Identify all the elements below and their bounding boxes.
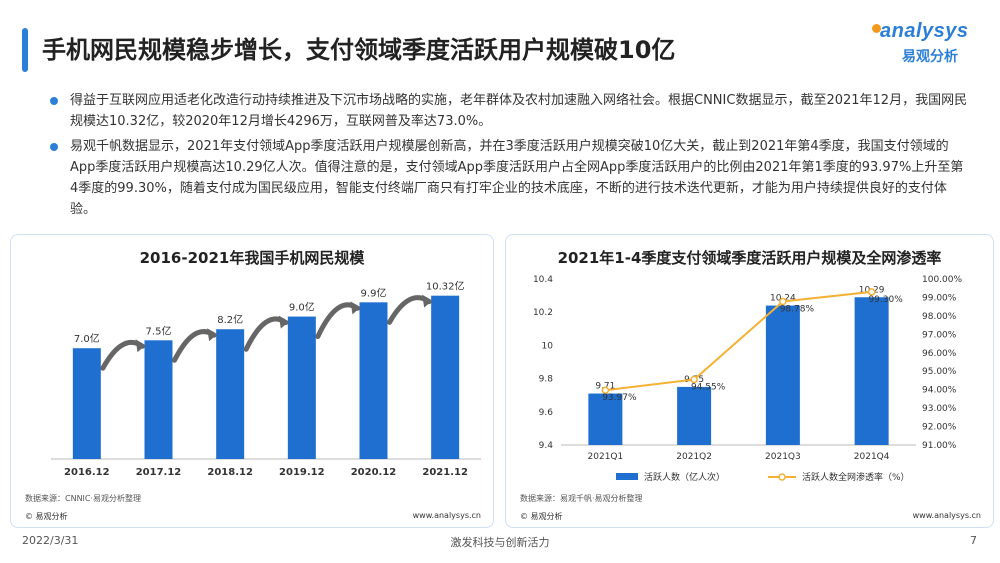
y-right-tick-label: 98.00%	[922, 312, 957, 322]
bar	[359, 302, 388, 459]
growth-arrow	[172, 329, 217, 363]
copyright-text: © 易观分析	[25, 512, 68, 521]
y-right-tick-label: 100.00%	[922, 275, 962, 285]
chart-title: 2016-2021年我国手机网民规模	[139, 249, 365, 267]
logo-dot-icon	[872, 24, 881, 33]
y-left-tick-label: 9.6	[539, 408, 554, 418]
growth-arrow-head	[278, 315, 289, 329]
data-label: 7.0亿	[74, 332, 100, 345]
bullet-item: 得益于互联网应用适老化改造行动持续推进及下沉市场战略的实施，老年群体及农村加速融…	[50, 90, 970, 132]
x-tick-label: 2021.12	[422, 467, 468, 478]
line-data-label: 93.97%	[602, 393, 637, 403]
y-left-tick-label: 10	[542, 341, 554, 351]
x-tick-label: 2018.12	[207, 467, 253, 478]
chart-title: 2021年1-4季度支付领域季度活跃用户规模及全网渗透率	[557, 249, 942, 267]
bar	[287, 316, 316, 459]
x-tick-label: 2019.12	[279, 467, 325, 478]
y-right-tick-label: 97.00%	[922, 330, 957, 340]
bar	[144, 340, 173, 459]
y-left-tick-label: 9.8	[539, 375, 554, 385]
y-left-tick-label: 9.4	[539, 441, 554, 451]
line-point	[690, 375, 698, 384]
x-tick-label: 2021Q1	[588, 452, 624, 462]
line-data-label: 99.30%	[868, 295, 903, 305]
x-tick-label: 2021Q4	[854, 452, 890, 462]
legend-bar-label: 活跃人数（亿人次）	[644, 471, 725, 483]
y-right-tick-label: 94.00%	[922, 386, 957, 396]
bar	[677, 386, 712, 445]
growth-arrow-head	[350, 301, 361, 315]
footer-date: 2022/3/31	[22, 534, 79, 547]
website-text: www.analysys.cn	[912, 511, 981, 520]
copyright-text: © 易观分析	[520, 512, 563, 521]
growth-arrow	[243, 316, 289, 352]
x-tick-label: 2021Q2	[676, 452, 712, 462]
chart-panel-netizens: 2016-2021年我国手机网民规模 7.0亿 2016.12 7.5亿 2017.1…	[10, 234, 494, 528]
line-point	[779, 297, 787, 306]
page-title: 手机网民规模稳步增长，支付领域季度活跃用户规模破10亿	[42, 36, 676, 64]
bar	[216, 329, 245, 459]
netizen-bar-chart: 7.0亿 2016.12 7.5亿 2017.12 8.2亿 2018.12 9.0亿 201…	[51, 280, 481, 478]
x-tick-label: 2017.12	[136, 467, 182, 478]
legend-bar-swatch	[616, 473, 638, 480]
page-number: 7	[970, 534, 977, 547]
y-right-tick-label: 95.00%	[922, 367, 957, 377]
bullet-list: 得益于互联网应用适老化改造行动持续推进及下沉市场战略的实施，老年群体及农村加速融…	[50, 90, 970, 224]
data-label: 10.32亿	[426, 280, 465, 293]
data-label: 9.0亿	[289, 301, 315, 314]
bullet-text: 易观千帆数据显示，2021年支付领域App季度活跃用户规模屡创新高，并在3季度活…	[70, 139, 964, 217]
penetration-line	[605, 290, 872, 392]
line-point	[867, 288, 876, 296]
footer-slogan: 激发科技与创新活力	[450, 536, 550, 549]
x-tick-label: 2016.12	[64, 467, 110, 478]
logo-chinese-text: 易观分析	[902, 49, 958, 65]
y-right-tick-label: 96.00%	[922, 349, 957, 359]
y-left-tick-label: 10.2	[533, 308, 553, 318]
growth-arrow-head	[422, 294, 433, 308]
title-accent-bar	[22, 28, 28, 72]
bullet-text: 得益于互联网应用适老化改造行动持续推进及下沉市场战略的实施，老年群体及农村加速融…	[70, 93, 968, 129]
bar	[854, 297, 889, 445]
line-data-label: 94.55%	[691, 383, 726, 393]
growth-arrow	[315, 302, 360, 340]
y-right-tick-label: 93.00%	[922, 404, 957, 414]
bar	[431, 295, 460, 459]
chart-panel-payment: 2021年1-4季度支付领域季度活跃用户规模及全网渗透率 9.4 9.6 9.8 10…	[505, 234, 994, 528]
bar	[588, 393, 623, 445]
data-label: 9.9亿	[361, 286, 387, 299]
brand-logo: analysys 易观分析	[872, 20, 980, 70]
bullet-item: 易观千帆数据显示，2021年支付领域App季度活跃用户规模屡创新高，并在3季度活…	[50, 136, 970, 220]
y-right-tick-label: 91.00%	[922, 441, 957, 451]
x-tick-label: 2020.12	[351, 467, 397, 478]
data-label: 8.2亿	[217, 313, 243, 326]
payment-combo-chart: 9.4 9.6 9.8 10 10.2 10.4 91.00% 92.00% 93.00% 94.…	[533, 275, 963, 483]
bullet-dot-icon	[50, 97, 58, 105]
x-tick-label: 2021Q3	[765, 452, 801, 462]
data-source: 数据来源：CNNIC·易观分析整理	[25, 494, 142, 503]
website-text: www.analysys.cn	[412, 511, 481, 520]
growth-arrow-head	[135, 339, 146, 353]
logo-english-text: analysys	[880, 20, 969, 42]
bar	[72, 348, 101, 459]
line-point	[601, 386, 610, 394]
bullet-dot-icon	[50, 143, 58, 151]
legend-line-label: 活跃人数全网渗透率（%）	[802, 471, 910, 483]
growth-arrow	[100, 339, 145, 371]
data-source: 数据来源：易观千帆·易观分析整理	[520, 494, 643, 503]
y-right-tick-label: 99.00%	[922, 293, 957, 303]
bar	[765, 305, 800, 445]
data-label: 7.5亿	[146, 324, 172, 337]
y-right-tick-label: 92.00%	[922, 423, 957, 433]
line-data-label: 98.78%	[780, 305, 815, 315]
y-left-tick-label: 10.4	[533, 275, 553, 285]
growth-arrow-head	[207, 328, 218, 342]
legend-line-marker	[778, 473, 786, 481]
